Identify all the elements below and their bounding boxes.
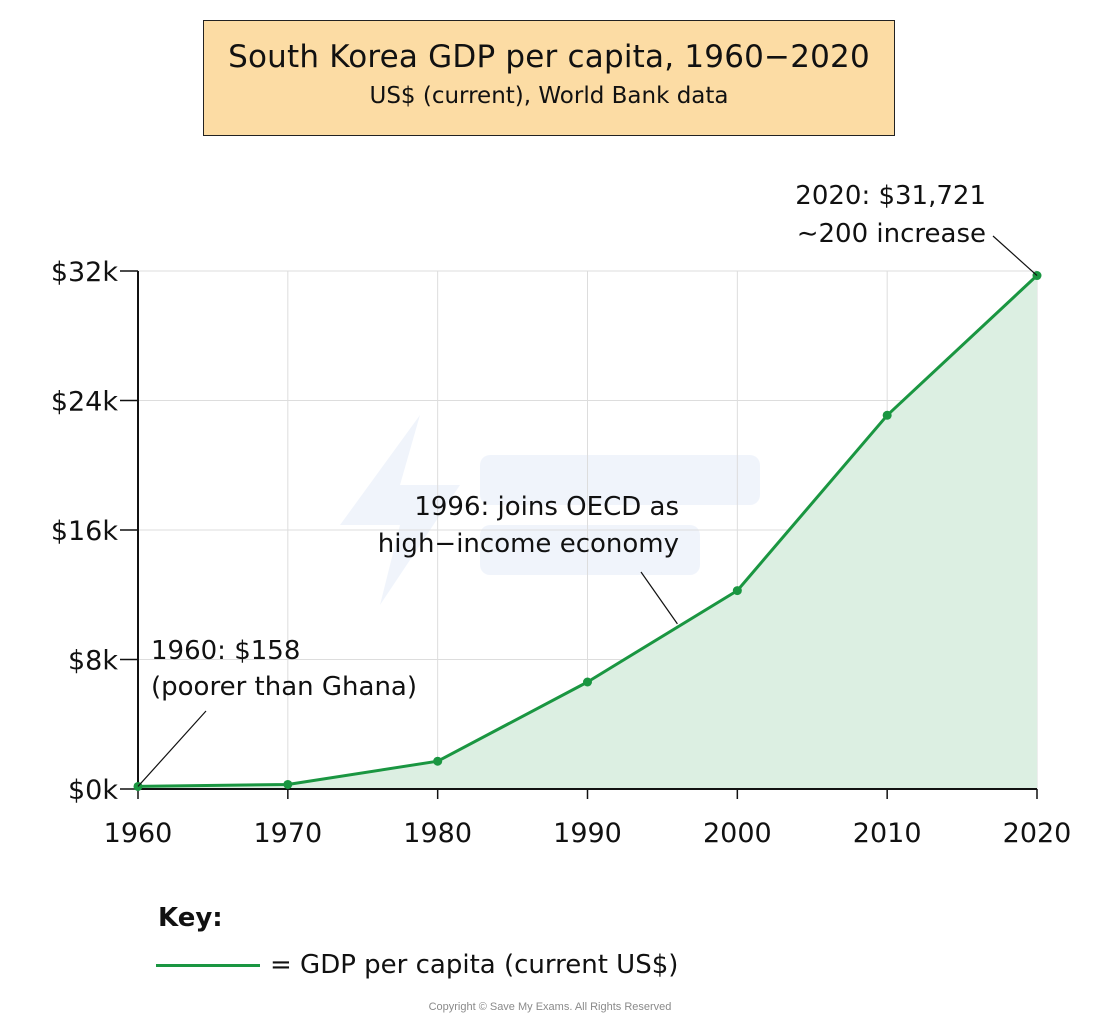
x-tick-label-1970: 1970 bbox=[253, 818, 322, 849]
chart-title: South Korea GDP per capita, 1960−2020 bbox=[228, 39, 870, 75]
annotation-1960-leader bbox=[137, 710, 207, 787]
data-point-1970 bbox=[283, 779, 293, 789]
area-fill-layer bbox=[138, 275, 1037, 789]
x-tick-label-1960: 1960 bbox=[104, 818, 173, 849]
chart-title-box: South Korea GDP per capita, 1960−2020 US… bbox=[203, 20, 895, 136]
annotation-2020: 2020: $31,721 ∼200 increase bbox=[795, 181, 1038, 276]
data-point-1980 bbox=[433, 756, 443, 766]
data-point-2000 bbox=[732, 586, 742, 596]
data-point-2010 bbox=[882, 410, 892, 420]
x-tick-label-1980: 1980 bbox=[403, 818, 472, 849]
y-tick-label-8000: $8k bbox=[68, 646, 118, 677]
annotation-1996-line-1: 1996: joins OECD as bbox=[414, 492, 679, 522]
axes bbox=[120, 270, 1038, 799]
area-fill bbox=[138, 275, 1037, 789]
x-tick-label-2020: 2020 bbox=[1003, 818, 1072, 849]
annotation-1960-line-1: 1960: $158 bbox=[151, 636, 300, 666]
y-tick-label-24000: $24k bbox=[51, 387, 119, 418]
tick-labels: 1960 1970 1980 1990 2000 2010 2020 $0k $8k $16k $2… bbox=[51, 257, 1072, 849]
legend-line-swatch bbox=[156, 963, 260, 967]
legend-label: = GDP per capita (current US$) bbox=[270, 950, 679, 980]
annotation-2020-line-1: 2020: $31,721 bbox=[795, 181, 986, 211]
y-tick-label-32000: $32k bbox=[51, 257, 119, 288]
annotation-1996: 1996: joins OECD as high−income economy bbox=[378, 492, 679, 625]
y-tick-label-0: $0k bbox=[68, 775, 118, 806]
x-tick-label-1990: 1990 bbox=[553, 818, 622, 849]
key-title: Key: bbox=[158, 903, 223, 933]
x-tick-label-2010: 2010 bbox=[853, 818, 922, 849]
chart-subtitle: US$ (current), World Bank data bbox=[369, 83, 729, 109]
annotation-1996-line-2: high−income economy bbox=[378, 529, 679, 559]
annotations: 1960: $158 (poorer than Ghana) 1996: joins… bbox=[137, 181, 1038, 787]
annotation-2020-leader bbox=[992, 235, 1038, 276]
copyright-text: Copyright © Save My Exams. All Rights Re… bbox=[428, 1001, 672, 1013]
y-tick-label-16000: $16k bbox=[51, 516, 119, 547]
data-points bbox=[133, 271, 1042, 791]
x-tick-label-2000: 2000 bbox=[703, 818, 772, 849]
annotation-2020-line-2: ∼200 increase bbox=[797, 219, 986, 249]
data-point-1990 bbox=[583, 677, 592, 687]
annotation-1960: 1960: $158 (poorer than Ghana) bbox=[137, 636, 417, 787]
annotation-1996-leader bbox=[640, 571, 678, 625]
legend-entry: = GDP per capita (current US$) bbox=[156, 947, 678, 983]
annotation-1960-line-2: (poorer than Ghana) bbox=[151, 672, 417, 702]
